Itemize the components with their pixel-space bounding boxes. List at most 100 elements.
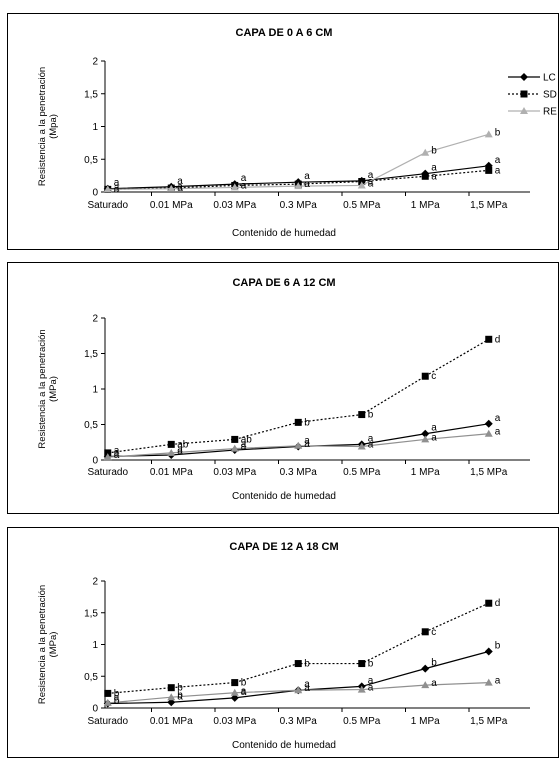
- significance-label: a: [495, 427, 501, 438]
- y-tick-label: 0,5: [84, 420, 98, 431]
- significance-label: b: [431, 146, 437, 157]
- x-tick-label: 0.3 MPa: [280, 200, 318, 211]
- y-tick-label: 0,5: [84, 155, 98, 166]
- significance-label: a: [114, 178, 120, 189]
- legend-label: LC: [543, 73, 556, 84]
- data-point-triangle: [294, 686, 303, 694]
- significance-label: b: [368, 410, 374, 421]
- x-tick-label: Saturado: [87, 200, 128, 211]
- data-point-triangle: [103, 453, 112, 461]
- y-tick-label: 1: [92, 640, 98, 651]
- y-tick-label: 2: [92, 57, 98, 68]
- data-point-triangle: [230, 183, 239, 191]
- x-tick-label: Saturado: [87, 467, 128, 478]
- data-point-triangle: [230, 688, 239, 696]
- legend-marker-triangle: [520, 107, 528, 114]
- x-tick-label: 1,5 MPa: [470, 200, 508, 211]
- x-tick-label: 1 MPa: [411, 467, 440, 478]
- data-point-square: [485, 599, 493, 607]
- y-tick-label: 1: [92, 122, 98, 133]
- x-tick-label: 1,5 MPa: [470, 716, 508, 727]
- data-point-triangle: [357, 181, 366, 189]
- significance-label: a: [114, 450, 120, 461]
- x-axis-label: Contenido de humedad: [232, 740, 336, 751]
- significance-label: a: [241, 439, 247, 450]
- data-point-triangle: [357, 442, 366, 450]
- significance-label: a: [114, 445, 120, 456]
- data-point-triangle: [230, 444, 239, 452]
- x-tick-label: 0.5 MPa: [343, 716, 381, 727]
- data-point-square: [421, 172, 429, 180]
- data-point-square: [485, 335, 493, 343]
- x-tick-label: 0.03 MPa: [213, 467, 256, 478]
- data-point-diamond: [484, 419, 493, 428]
- significance-label: a: [431, 423, 437, 434]
- significance-label: a: [177, 176, 183, 187]
- significance-label: a: [495, 676, 501, 687]
- significance-label: b: [114, 688, 120, 699]
- data-point-square: [421, 372, 429, 380]
- significance-label: a: [114, 693, 120, 704]
- x-tick-label: 0.01 MPa: [150, 200, 193, 211]
- significance-label: a: [304, 436, 310, 447]
- data-point-square: [167, 684, 175, 692]
- data-point-square: [104, 689, 112, 697]
- data-point-diamond: [484, 647, 493, 656]
- significance-label: a: [304, 171, 310, 182]
- y-axis-label-line: (MPa): [48, 632, 59, 658]
- significance-label: b: [368, 659, 374, 670]
- significance-label: a: [177, 182, 183, 193]
- data-point-triangle: [167, 693, 176, 701]
- data-point-triangle: [167, 448, 176, 456]
- y-tick-label: 0,5: [84, 672, 98, 683]
- data-point-diamond: [230, 693, 239, 702]
- x-tick-label: 1,5 MPa: [470, 467, 508, 478]
- significance-label: a: [114, 182, 120, 193]
- x-tick-label: 0.03 MPa: [213, 200, 256, 211]
- significance-label: a: [431, 163, 437, 174]
- y-tick-label: 1: [92, 385, 98, 396]
- y-axis-label: Resistencia a la penetración (Mpa): [37, 67, 59, 186]
- data-point-square: [231, 435, 239, 443]
- y-axis-label-line: (Mpa): [48, 114, 59, 139]
- significance-label: ab: [241, 434, 253, 445]
- data-point-square: [231, 679, 239, 687]
- significance-label: a: [495, 413, 501, 424]
- y-tick-label: 1,5: [84, 349, 98, 360]
- data-point-triangle: [421, 148, 430, 156]
- y-tick-label: 1,5: [84, 89, 98, 100]
- data-point-square: [167, 440, 175, 448]
- data-point-square: [485, 166, 493, 174]
- x-tick-label: 1 MPa: [411, 200, 440, 211]
- x-tick-label: 0.5 MPa: [343, 467, 381, 478]
- significance-label: a: [304, 439, 310, 450]
- data-point-triangle: [484, 429, 493, 437]
- y-tick-label: 0: [92, 188, 98, 199]
- significance-label: a: [241, 686, 247, 697]
- y-axis-label: Resistencia a la penetración (MPa): [37, 329, 59, 448]
- significance-label: d: [495, 598, 501, 609]
- x-tick-label: 0.3 MPa: [280, 716, 318, 727]
- legend-label: RE: [543, 107, 557, 118]
- chart-title: CAPA DE 12 A 18 CM: [229, 541, 338, 553]
- y-axis-label-line: Resistencia a la penetración: [37, 585, 48, 704]
- data-point-triangle: [484, 130, 493, 138]
- x-tick-label: 0.5 MPa: [343, 200, 381, 211]
- data-point-square: [294, 418, 302, 426]
- significance-label: b: [177, 690, 183, 701]
- x-tick-label: 0.03 MPa: [213, 716, 256, 727]
- significance-label: d: [495, 334, 501, 345]
- y-tick-label: 2: [92, 314, 98, 325]
- data-point-square: [358, 660, 366, 668]
- chart-svg-1: CAPA DE 6 A 12 CM Resistencia a la penetr…: [37, 277, 530, 502]
- significance-label: a: [177, 446, 183, 457]
- significance-label: a: [368, 178, 374, 189]
- y-axis-label-line: (MPa): [48, 376, 59, 402]
- significance-label: b: [304, 417, 310, 428]
- x-tick-label: Saturado: [87, 716, 128, 727]
- significance-label: a: [241, 173, 247, 184]
- significance-label: b: [114, 696, 120, 707]
- data-point-square: [421, 628, 429, 636]
- x-axis-label: Contenido de humedad: [232, 491, 336, 502]
- significance-label: a: [431, 171, 437, 182]
